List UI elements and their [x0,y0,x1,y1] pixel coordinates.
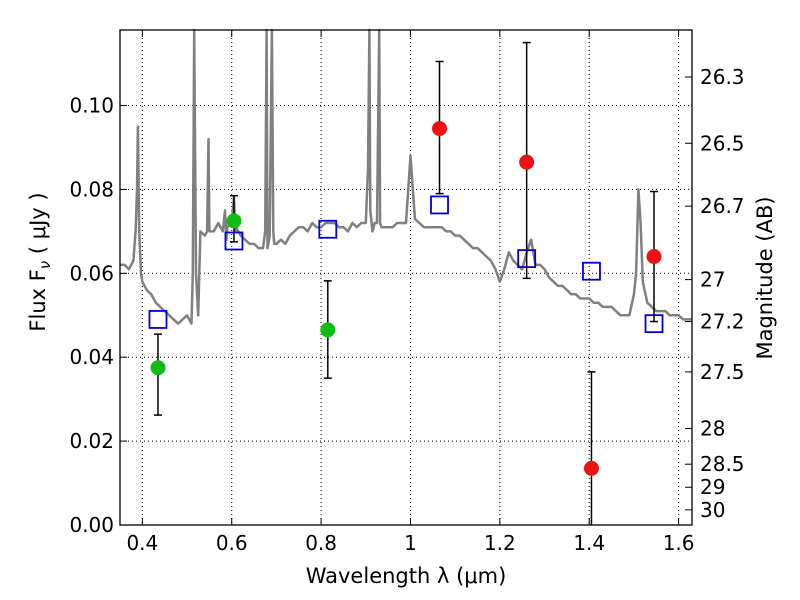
x-tick-label: 1 [404,531,417,555]
x-tick-label: 1.6 [663,531,695,555]
y-tick-label: 0.02 [69,429,114,453]
model-band-square [148,310,168,329]
red-data-point [646,249,662,265]
right-tick-label: 26.3 [700,65,745,89]
right-tick-label: 28 [700,417,725,441]
model-band-square [430,195,449,215]
right-tick-label: 27.5 [700,360,745,384]
right-tick-label: 27 [700,268,725,292]
y-tick-label: 0.10 [69,94,114,118]
right-tick-label: 27.2 [700,310,745,334]
y-tick-label: 0.00 [69,513,114,537]
x-tick-label: 0.8 [305,531,337,555]
x-axis-label: Wavelength λ (μm) [306,564,507,588]
right-tick-label: 29 [700,475,725,499]
right-tick-label: 28.5 [700,452,745,476]
x-tick-label: 1.4 [573,531,605,555]
grid-lines [120,30,692,526]
x-tick-label: 1.2 [484,531,516,555]
y-tick-label: 0.08 [69,177,114,201]
green-data-point [226,213,242,229]
data-markers [148,121,664,476]
x-axis-ticks: 0.4 0.6 0.8 1 1.2 1.4 1.6 [126,30,695,555]
green-data-point [320,322,336,338]
plot-frame [119,29,693,526]
green-data-point [150,360,166,376]
right-axis-label: Magnitude (AB) [753,196,777,359]
x-tick-label: 0.6 [216,531,248,555]
model-band-square [582,261,601,281]
error-bars [153,41,659,525]
x-tick-label: 0.4 [126,531,158,555]
right-tick-label: 30 [700,498,725,522]
y-tick-label: 0.06 [69,261,114,285]
y-axis-label-subscript: ν [36,261,54,269]
model-band-square [224,231,244,251]
model-band-square [318,219,338,239]
red-data-point [583,460,599,476]
right-tick-label: 26.7 [700,194,745,218]
model-band-square [644,314,664,334]
model-spectrum [120,28,692,325]
y-axis-label-units: ( μJy ) [26,192,50,260]
right-tick-label: 26.5 [700,131,745,155]
y-axis-label-main: Flux F [26,269,50,331]
y-axis-label: Flux Fν ( μJy ) [26,192,54,331]
y-tick-label: 0.04 [69,345,114,369]
red-data-point [519,154,535,170]
red-data-point [432,121,448,137]
model-spectrum-line [120,28,692,325]
model-band-square [517,249,537,269]
y-axis-ticks: 0.00 0.02 0.04 0.06 0.08 0.10 [69,94,127,537]
